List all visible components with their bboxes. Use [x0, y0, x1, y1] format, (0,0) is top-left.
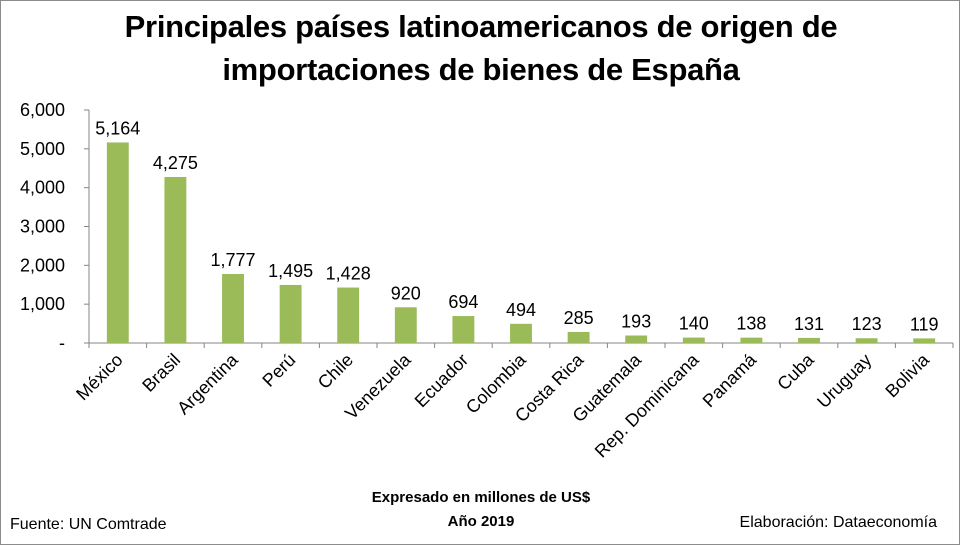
chart-subtitle-units: Expresado en millones de US$ — [371, 489, 591, 506]
bar — [682, 337, 705, 343]
bar-value-label: 494 — [506, 300, 536, 320]
x-category-label: Perú — [258, 350, 299, 391]
chart-title-line-1: Principales países latinoamericanos de o… — [124, 9, 838, 44]
y-tick-label: 3,000 — [20, 217, 65, 237]
bar-value-label: 1,495 — [268, 261, 313, 281]
bar-value-label: 1,428 — [326, 264, 371, 284]
y-tick-label: 4,000 — [20, 178, 65, 198]
bar — [394, 307, 417, 343]
bar-value-label: 131 — [794, 314, 824, 334]
bar — [279, 284, 302, 343]
bar — [567, 331, 590, 343]
x-category-label: Chile — [314, 350, 357, 393]
bar-value-label: 694 — [448, 292, 478, 312]
bar — [855, 338, 878, 343]
x-category-label: Brasil — [138, 350, 184, 396]
bar — [510, 323, 532, 343]
bar-value-label: 123 — [852, 314, 882, 334]
credit-note: Elaboración: Dataeconomía — [739, 514, 937, 531]
bar — [625, 335, 648, 343]
chart-title-line-2: importaciones de bienes de España — [222, 52, 740, 87]
bar-value-label: 1,777 — [210, 250, 255, 270]
bar — [452, 316, 475, 343]
y-tick-label: - — [59, 333, 65, 353]
x-category-label: Panamá — [699, 349, 761, 411]
bar-value-label: 920 — [391, 283, 421, 303]
y-tick-label: 5,000 — [20, 139, 65, 159]
y-tick-label: 6,000 — [20, 100, 65, 120]
bar — [164, 176, 187, 343]
bar-value-label: 119 — [910, 314, 939, 334]
x-category-label: Cuba — [773, 349, 818, 394]
bar — [798, 337, 820, 343]
bar-value-label: 193 — [621, 312, 651, 332]
bar-value-label: 285 — [564, 308, 594, 328]
bar — [222, 273, 244, 343]
x-category-label: Argentina — [173, 349, 242, 418]
y-tick-label: 2,000 — [20, 255, 65, 275]
x-category-label: Rep. Dominicana — [591, 349, 703, 461]
bar — [337, 287, 360, 343]
bar-value-label: 140 — [679, 314, 709, 334]
bar-value-label: 4,275 — [153, 153, 198, 173]
bar — [106, 142, 129, 343]
x-category-label: México — [72, 350, 126, 404]
x-category-label: Uruguay — [813, 350, 875, 412]
chart-subtitle-year: Año 2019 — [447, 513, 515, 530]
bar-value-label: 138 — [736, 314, 766, 334]
y-tick-label: 1,000 — [20, 294, 65, 314]
x-category-label: Bolivia — [881, 349, 933, 401]
bar — [740, 337, 763, 343]
source-note: Fuente: UN Comtrade — [10, 516, 167, 533]
bar — [913, 338, 936, 343]
bar-value-label: 5,164 — [95, 118, 140, 138]
